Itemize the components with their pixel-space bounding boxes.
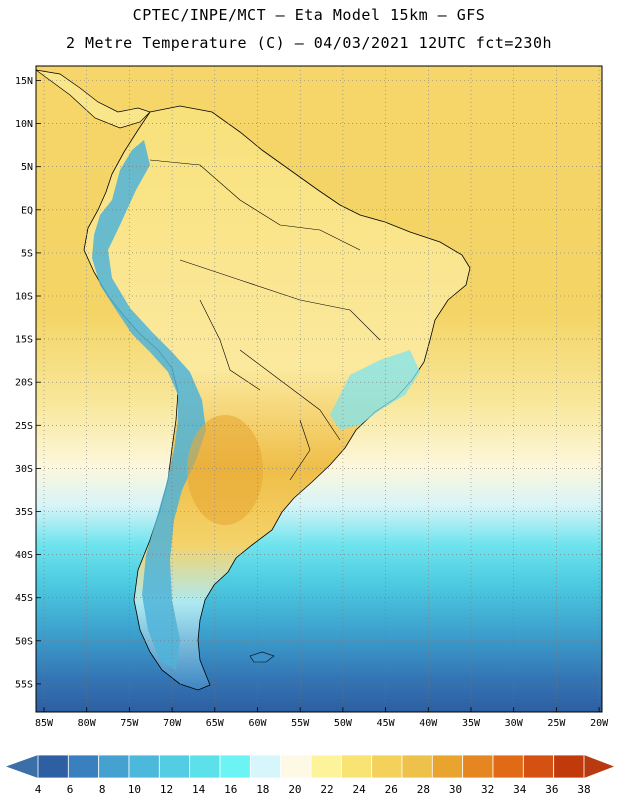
colorbar-swatch (340, 754, 373, 779)
colorbar-tick-label: 26 (385, 783, 398, 796)
colorbar-swatch (249, 754, 282, 779)
colorbar-swatch (553, 754, 585, 779)
lat-tick-label: 35S (15, 507, 33, 518)
colorbar-swatch (128, 754, 160, 779)
colorbar-swatch (492, 754, 524, 779)
map-field (36, 66, 602, 712)
colorbar-swatch (371, 754, 403, 779)
lat-tick-label: 30S (15, 464, 33, 475)
colorbar-swatch (431, 754, 464, 779)
colorbar-tick-label: 4 (35, 783, 42, 796)
colorbar-tick-label: 18 (256, 783, 269, 796)
lat-tick-label: 10N (15, 119, 33, 130)
lat-tick-label: 45S (15, 593, 33, 604)
lat-tick-label: 40S (15, 550, 33, 561)
colorbar-tick-label: 20 (288, 783, 301, 796)
colorbar-swatch (158, 754, 191, 779)
colorbar-tick-label: 24 (353, 783, 367, 796)
colorbar-low-arrow (6, 755, 38, 778)
colorbar-swatch (37, 754, 69, 779)
lon-tick-label: 25W (547, 718, 566, 729)
lat-tick-label: 5S (21, 248, 33, 259)
colorbar-swatch (310, 754, 342, 779)
colorbar-high-arrow (584, 755, 614, 778)
lon-tick-label: 20W (590, 718, 609, 729)
warm-core (187, 415, 263, 525)
colorbar-tick-label: 10 (128, 783, 141, 796)
colorbar-tick-label: 34 (513, 783, 527, 796)
colorbar-swatch (401, 754, 433, 779)
colorbar-swatch (219, 754, 251, 779)
lon-tick-label: 30W (505, 718, 524, 729)
lat-tick-label: 10S (15, 292, 33, 303)
highlands-cool-patch (330, 350, 420, 430)
colorbar-swatch (189, 754, 221, 779)
lon-tick-label: 70W (163, 718, 182, 729)
colorbar-tick-label: 28 (417, 783, 430, 796)
colorbar-tick-label: 6 (67, 783, 74, 796)
map-frame (35, 65, 603, 713)
colorbar-tick-label: 22 (320, 783, 333, 796)
colorbar-tick-label: 8 (99, 783, 106, 796)
colorbar-swatch (522, 754, 555, 779)
lon-tick-label: 85W (35, 718, 54, 729)
chart-subtitle: 2 Metre Temperature (C) – 04/03/2021 12U… (65, 34, 553, 52)
lon-tick-label: 65W (206, 718, 225, 729)
lat-tick-label: EQ (21, 205, 33, 216)
lat-tick-label: 15N (15, 76, 33, 87)
colorbar-tick-label: 14 (192, 783, 206, 796)
lon-tick-label: 50W (334, 718, 353, 729)
lon-tick-label: 60W (248, 718, 267, 729)
colorbar-tick-label: 30 (449, 783, 462, 796)
lat-tick-label: 15S (15, 335, 33, 346)
colorbar-tick-label: 32 (481, 783, 494, 796)
lat-tick-label: 20S (15, 378, 33, 389)
lon-tick-label: 45W (377, 718, 396, 729)
central-america-land (36, 69, 151, 129)
lon-tick-label: 40W (419, 718, 438, 729)
lat-tick-label: 50S (15, 636, 33, 647)
andes-cold-band (92, 140, 206, 670)
colorbar-swatch (462, 754, 494, 779)
colorbar: 4 6 8 10 12 14 16 18 20 22 24 26 28 30 32 34 36 38 (6, 754, 614, 796)
colorbar-tick-label: 36 (545, 783, 558, 796)
lat-tick-label: 55S (15, 679, 33, 690)
colorbar-tick-label: 12 (160, 783, 173, 796)
colorbar-tick-label: 16 (224, 783, 237, 796)
falkland-islands (249, 651, 275, 663)
lon-tick-label: 75W (120, 718, 139, 729)
longitude-axis: 85W 80W 75W 70W 65W 60W 55W 50W 45W 40W 35W 30W 25W 2… (35, 707, 609, 729)
lat-tick-label: 5N (21, 162, 33, 173)
colorbar-swatch (98, 754, 130, 779)
lon-tick-label: 55W (291, 718, 310, 729)
colorbar-tick-label: 38 (577, 783, 590, 796)
chart-title: CPTEC/INPE/MCT – Eta Model 15km – GFS (132, 6, 486, 24)
colorbar-swatch (280, 754, 312, 779)
lon-tick-label: 80W (78, 718, 97, 729)
lat-tick-label: 25S (15, 421, 33, 432)
latitude-axis: 15N 10N 5N EQ 5S 10S 15S 20S 25S 30S 35S 40S 45S 50S 5… (15, 76, 41, 690)
colorbar-swatch (67, 754, 100, 779)
lon-tick-label: 35W (462, 718, 481, 729)
